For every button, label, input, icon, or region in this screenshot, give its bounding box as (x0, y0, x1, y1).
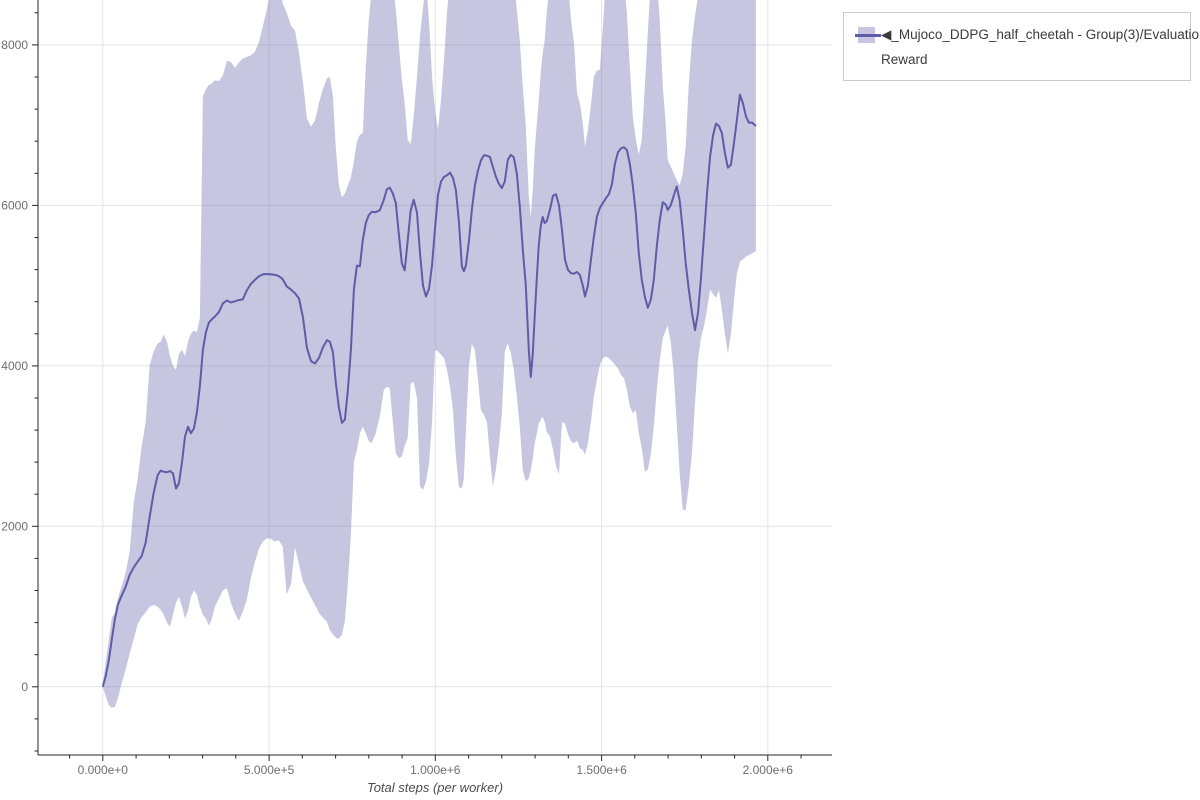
y-tick-label: 2000 (1, 519, 28, 533)
x-tick-label: 2.000e+6 (743, 763, 794, 777)
x-tick-label: 5.000e+5 (244, 763, 295, 777)
y-tick-label: 6000 (1, 198, 28, 212)
x-tick-label: 1.500e+6 (576, 763, 627, 777)
y-tick-label: 4000 (1, 359, 28, 373)
x-axis-title: Total steps (per worker) (367, 780, 503, 795)
y-tick-label: 0 (21, 680, 28, 694)
legend-item[interactable]: ◀_Mujoco_DDPG_half_cheetah - Group(3)/Ev… (855, 22, 1200, 72)
confidence-band (102, 0, 756, 708)
line-swatch (855, 34, 881, 37)
legend: ◀_Mujoco_DDPG_half_cheetah - Group(3)/Ev… (843, 12, 1200, 81)
legend-label: ◀_Mujoco_DDPG_half_cheetah - Group(3)/Ev… (881, 22, 1200, 72)
y-tick-label: 8000 (1, 38, 28, 52)
axes (32, 0, 832, 761)
series-swatch-icon (855, 27, 881, 43)
legend-label-line1: ◀_Mujoco_DDPG_half_cheetah - Group(3)/Ev… (881, 27, 1200, 42)
gridlines (38, 0, 832, 755)
x-tick-label: 0.000e+0 (78, 763, 129, 777)
tick-labels: 0.000e+0 5.000e+5 1.000e+6 1.500e+6 2.000e+6… (1, 38, 793, 777)
mean-line (101, 93, 757, 688)
x-tick-label: 1.000e+6 (410, 763, 461, 777)
legend-label-line2: Reward (881, 52, 928, 67)
